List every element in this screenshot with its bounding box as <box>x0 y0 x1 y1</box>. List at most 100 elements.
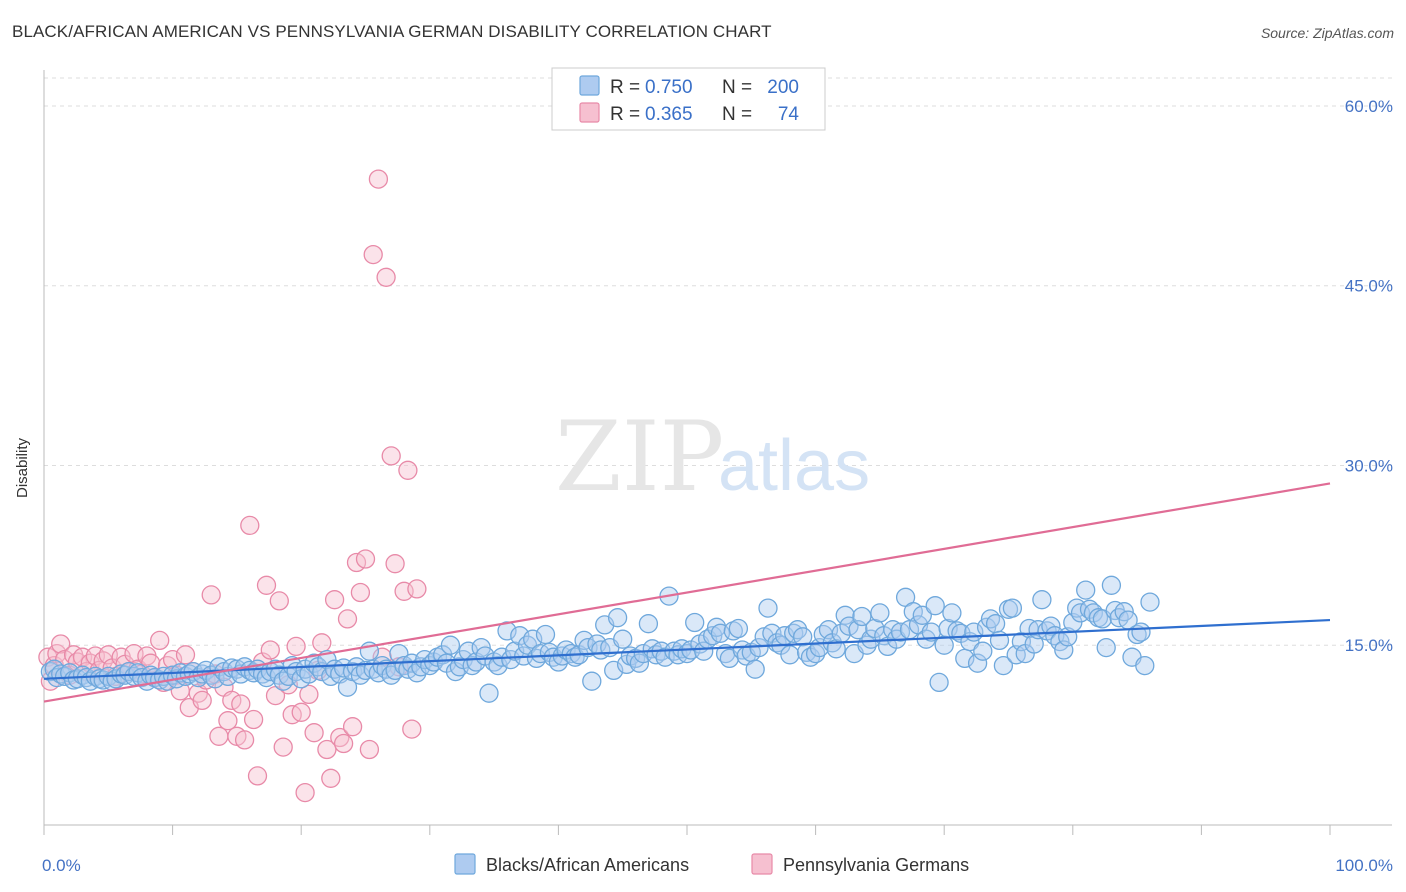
point-blacks-232 <box>1032 590 1052 610</box>
trend-line-blacks <box>43 618 1331 680</box>
point-blacks-134 <box>613 629 633 649</box>
point-blacks-176 <box>793 627 813 647</box>
point-pagerman-37 <box>192 690 212 711</box>
point-blacks-208 <box>929 672 949 693</box>
point-pagerman-39 <box>201 585 221 605</box>
y-tick-label-0: 15.0% <box>1345 636 1393 655</box>
point-pagerman-4 <box>51 634 71 654</box>
point-blacks-207 <box>925 596 945 616</box>
point-blacks-168 <box>758 598 778 618</box>
point-pagerman-87 <box>407 579 427 599</box>
point-blacks-165 <box>745 659 765 679</box>
axes <box>43 70 1392 835</box>
point-blacks-127 <box>582 671 602 691</box>
watermark-atlas: atlas <box>718 426 870 506</box>
point-pagerman-67 <box>321 768 341 788</box>
point-blacks-197 <box>883 620 903 640</box>
point-pagerman-72 <box>342 717 363 737</box>
point-pagerman-66 <box>317 739 337 760</box>
point-blacks-221 <box>985 614 1006 634</box>
bottom-legend-swatch-blacks <box>454 853 476 875</box>
source-label: Source: ZipAtlas.com <box>1260 25 1394 41</box>
point-pagerman-56 <box>273 737 293 757</box>
point-pagerman-47 <box>234 730 255 750</box>
legend-swatch-pagerman <box>579 102 600 123</box>
legend-r-label-1: R = <box>610 77 640 98</box>
y-tick-label-2: 45.0% <box>1345 277 1393 296</box>
watermark: ZIP atlas <box>555 401 870 513</box>
point-blacks-153 <box>694 641 714 661</box>
bottom-legend-swatch-pagerman <box>751 853 773 875</box>
trend-line-pagerman <box>43 482 1331 703</box>
legend-n-value-1: 200 <box>767 77 799 98</box>
point-pagerman-70 <box>333 733 354 754</box>
point-pagerman-86 <box>402 719 422 739</box>
legend-r-value-2: 0.365 <box>645 104 693 125</box>
trend-lines <box>43 482 1331 703</box>
point-pagerman-49 <box>243 709 264 730</box>
point-blacks-186 <box>835 605 855 625</box>
point-blacks-138 <box>629 653 650 673</box>
point-blacks-217 <box>967 653 988 673</box>
chart-title: BLACK/AFRICAN AMERICAN VS PENNSYLVANIA G… <box>12 22 772 41</box>
point-blacks-140 <box>638 614 659 634</box>
legend-n-label-1: N = <box>722 77 752 98</box>
point-pagerman-75 <box>355 549 376 569</box>
point-blacks-255 <box>1131 622 1151 642</box>
point-pagerman-46 <box>231 694 251 714</box>
legend-r-label-2: R = <box>610 104 640 125</box>
point-blacks-173 <box>780 645 800 665</box>
point-pagerman-74 <box>350 582 371 603</box>
tick-labels: 15.0% 30.0% 45.0% 60.0% 0.0% 100.0% <box>42 97 1393 875</box>
point-blacks-190 <box>852 606 872 627</box>
legend-n-label-2: N = <box>722 104 752 125</box>
point-pagerman-85 <box>398 460 418 480</box>
point-pagerman-77 <box>363 244 383 265</box>
legend-swatch-blacks <box>579 75 600 96</box>
point-pagerman-3 <box>47 643 67 664</box>
point-blacks-133 <box>607 608 628 628</box>
point-blacks-151 <box>685 612 705 633</box>
point-blacks-211 <box>942 603 962 623</box>
point-pagerman-53 <box>260 640 280 660</box>
series-legend: Blacks/African Americans Pennsylvania Ge… <box>454 853 969 875</box>
x-tick-label-1: 100.0% <box>1335 856 1393 875</box>
correlation-legend: R = 0.750 N = 200 R = 0.365 N = 74 <box>551 67 826 131</box>
point-pagerman-60 <box>291 702 311 722</box>
point-pagerman-63 <box>304 723 324 743</box>
point-pagerman-65 <box>312 633 332 653</box>
point-blacks-257 <box>1140 592 1160 612</box>
point-blacks-103 <box>479 683 499 703</box>
point-blacks-204 <box>912 605 932 625</box>
point-pagerman-78 <box>368 169 389 189</box>
point-blacks-161 <box>728 618 749 639</box>
legend-n-value-2: 74 <box>778 104 800 125</box>
point-pagerman-62 <box>299 684 319 705</box>
legend-r-value-1: 0.750 <box>645 77 693 98</box>
point-pagerman-81 <box>381 446 401 466</box>
point-pagerman-55 <box>269 591 289 611</box>
point-blacks-107 <box>497 621 517 641</box>
point-blacks-194 <box>870 603 890 623</box>
point-blacks-225 <box>1002 598 1023 618</box>
point-pagerman-43 <box>218 711 238 731</box>
point-pagerman-59 <box>286 636 306 657</box>
point-pagerman-71 <box>337 609 358 629</box>
watermark-zip: ZIP <box>555 401 724 513</box>
point-blacks-248 <box>1101 575 1122 595</box>
point-pagerman-52 <box>256 575 277 595</box>
point-pagerman-41 <box>209 726 229 746</box>
point-pagerman-61 <box>295 782 315 803</box>
point-blacks-116 <box>535 624 556 645</box>
point-blacks-218 <box>973 641 993 661</box>
bottom-legend-label-blacks: Blacks/African Americans <box>486 855 689 875</box>
y-tick-label-3: 60.0% <box>1345 97 1393 116</box>
point-pagerman-50 <box>247 766 268 786</box>
point-blacks-223 <box>993 655 1014 676</box>
x-tick-label-0: 0.0% <box>42 856 81 875</box>
point-blacks-160 <box>723 621 743 641</box>
y-tick-label-1: 30.0% <box>1345 456 1393 475</box>
point-pagerman-76 <box>359 739 380 760</box>
point-blacks-247 <box>1096 637 1116 658</box>
